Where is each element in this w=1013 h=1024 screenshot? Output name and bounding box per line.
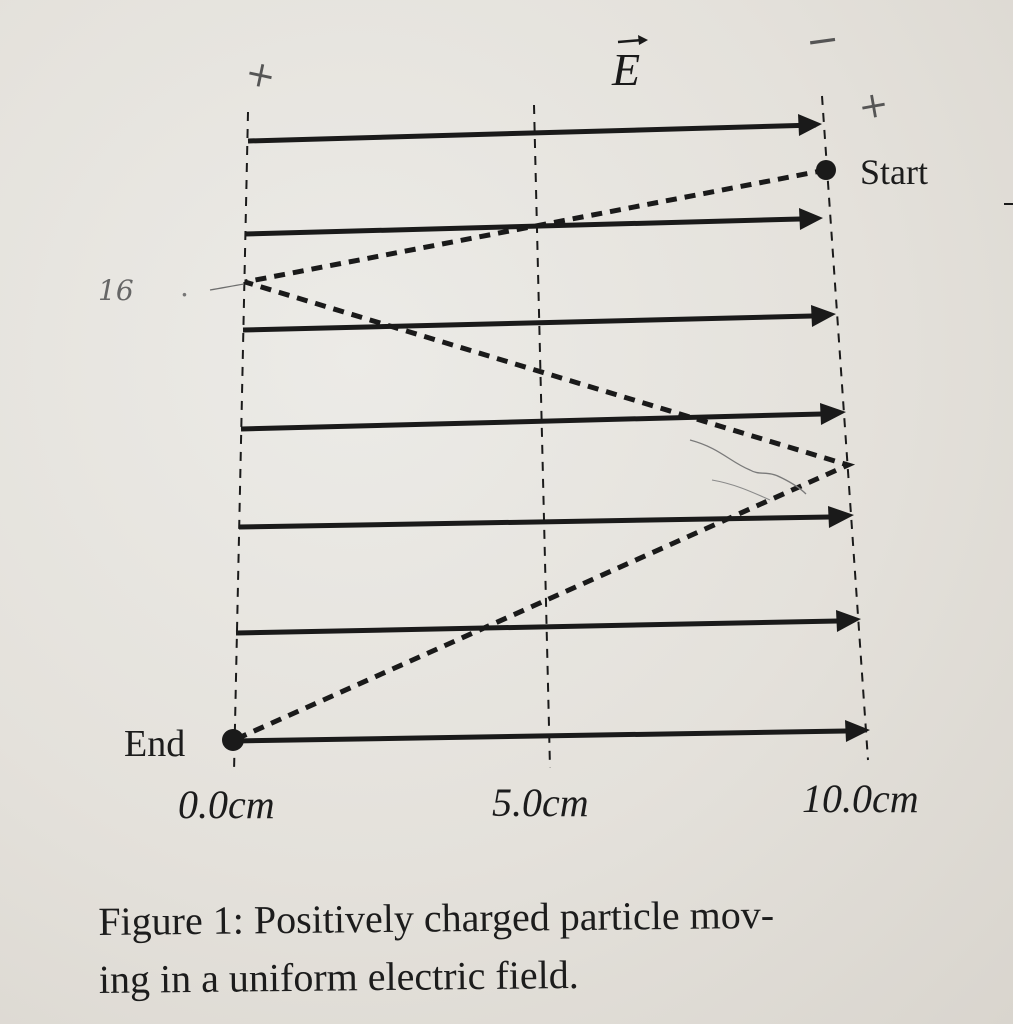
pencil-scribble <box>689 439 807 495</box>
pencil-scribble-2 <box>711 479 771 501</box>
field-arrow-5 <box>238 514 831 530</box>
end-point <box>222 729 244 751</box>
field-arrow-1 <box>247 121 817 144</box>
handwritten-side-number: 16 <box>98 274 134 307</box>
field-arrow-7 <box>233 728 847 744</box>
field-arrowhead-4 <box>820 403 846 425</box>
particle-path <box>232 167 856 743</box>
field-vector-bar <box>617 38 643 44</box>
pencil-scribble-3 <box>209 283 245 291</box>
end-label: End <box>124 723 185 765</box>
middle-dashed-line <box>533 104 551 769</box>
caption-line-2: ing in a uniform electric field. <box>98 951 579 1002</box>
start-point <box>816 160 836 180</box>
field-arrowhead-7 <box>845 720 870 742</box>
field-arrowhead-1 <box>798 114 822 136</box>
start-label: Start <box>860 152 928 192</box>
field-label: E <box>611 44 640 95</box>
field-arrowhead-3 <box>811 305 836 327</box>
axis-tick-10: 10.0cm <box>802 776 919 821</box>
handwritten-dash: . <box>180 270 189 303</box>
handwritten-right-plus: + <box>855 83 892 129</box>
axis-tick-0: 0.0cm <box>178 782 275 827</box>
field-vector-arrowhead <box>638 35 648 45</box>
right-plate-dashed-line <box>821 95 869 761</box>
handwritten-left-plus: + <box>241 52 279 98</box>
field-arrowhead-6 <box>836 610 861 632</box>
figure-caption: Figure 1: Positively charged particle mo… <box>98 884 959 1009</box>
field-arrow-6 <box>235 618 839 636</box>
field-arrowhead-5 <box>828 506 854 528</box>
left-plate-dashed-line <box>233 111 249 773</box>
handwritten-right-minus: − <box>803 16 843 66</box>
field-arrowhead-2 <box>799 208 823 230</box>
field-arrow-4 <box>240 411 823 432</box>
axis-tick-5: 5.0cm <box>492 780 589 825</box>
field-arrow-3 <box>242 313 813 333</box>
caption-line-1: Figure 1: Positively charged particle mo… <box>98 891 775 944</box>
